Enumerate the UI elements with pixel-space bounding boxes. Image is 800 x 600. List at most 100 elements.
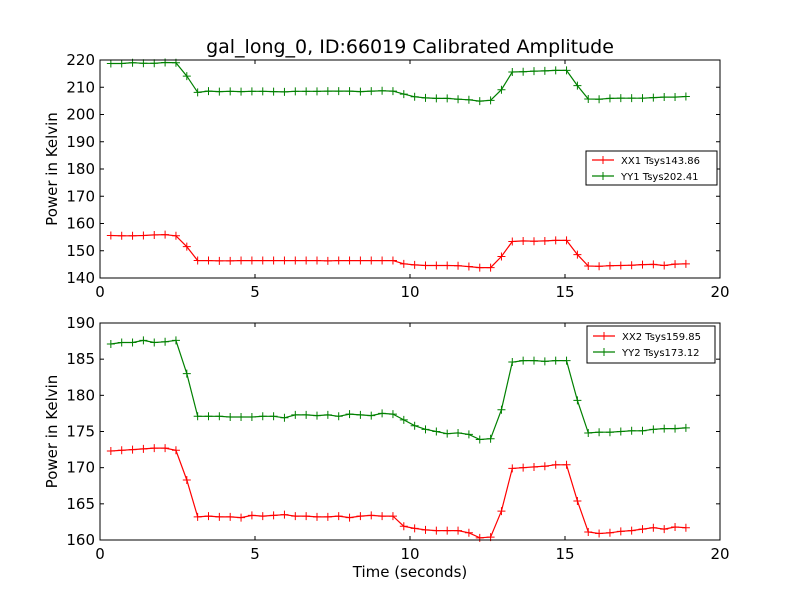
data-point-marker (323, 87, 332, 96)
data-point-marker (508, 237, 517, 246)
data-point-marker (302, 87, 311, 96)
data-point-marker (378, 512, 387, 521)
legend-box (585, 150, 718, 186)
legend-marker (599, 172, 607, 180)
data-point-marker (388, 256, 397, 265)
data-point-marker (530, 67, 538, 76)
data-point-marker (399, 259, 408, 268)
data-point-marker (584, 94, 593, 103)
legend-label: YY2 Tsys173.12 (621, 348, 700, 359)
data-point-marker (454, 428, 463, 437)
data-point-marker (128, 338, 137, 347)
data-point-marker (117, 338, 126, 347)
data-point-marker (681, 423, 690, 432)
data-point-marker (334, 512, 343, 521)
data-point-marker (345, 513, 354, 522)
data-point-marker (595, 529, 604, 538)
data-point-marker (106, 231, 115, 240)
data-point-marker (139, 444, 148, 453)
y-tick-label: 170 (66, 459, 95, 477)
y-tick-label: 160 (66, 215, 95, 233)
data-point-marker (313, 512, 321, 521)
data-point-marker (237, 413, 246, 422)
data-point-marker (399, 90, 408, 99)
data-point-marker (605, 528, 614, 537)
plot-panel-2: 0 5 10 15 20 160 165 170 175 180 185 190 Power in Ke… (43, 314, 730, 581)
data-point-marker (237, 256, 246, 265)
data-point-marker (399, 415, 408, 424)
data-point-marker (551, 356, 560, 365)
x-tick-label: 0 (95, 283, 105, 301)
data-point-marker (454, 261, 463, 270)
data-point-marker (280, 87, 289, 96)
data-point-marker (334, 412, 343, 421)
data-point-marker (671, 93, 680, 102)
data-point-marker (367, 87, 376, 96)
y-tick-label: 185 (66, 350, 95, 368)
data-point-marker (649, 93, 658, 102)
y-tick-label: 150 (66, 242, 95, 260)
data-point-marker (595, 95, 604, 104)
data-point-marker (443, 429, 452, 438)
y-tick-label: 190 (66, 133, 95, 151)
chart-title: gal_long_0, ID:66019 Calibrated Amplitud… (206, 36, 614, 58)
data-point-marker (649, 523, 658, 532)
x-tick-label: 15 (555, 283, 574, 301)
data-point-marker (464, 95, 473, 104)
data-point-marker (204, 256, 213, 265)
data-point-marker (280, 256, 289, 265)
data-point-marker (171, 446, 180, 455)
data-point-marker (660, 525, 669, 534)
data-point-marker (497, 405, 506, 414)
data-point-marker (150, 444, 159, 453)
data-point-marker (334, 256, 343, 265)
data-point-marker (530, 356, 538, 365)
data-point-marker (660, 261, 669, 270)
series-line-1-1 (110, 234, 686, 269)
data-point-marker (540, 66, 549, 75)
legend: XX1 Tsys143.86 YY1 Tsys202.41 (585, 150, 718, 186)
data-point-marker (443, 94, 452, 103)
data-point-marker (595, 428, 604, 437)
data-point-marker (378, 86, 387, 95)
data-point-marker (215, 412, 224, 421)
data-point-marker (421, 425, 430, 434)
y-tick-label: 220 (66, 51, 95, 69)
data-point-marker (464, 528, 473, 537)
data-point-marker (562, 236, 571, 245)
y-tick-label: 165 (66, 495, 95, 513)
y-tick-label: 140 (66, 269, 95, 287)
data-point-marker (497, 507, 506, 516)
data-point-marker (627, 261, 636, 270)
data-point-marker (313, 87, 321, 96)
data-point-marker (573, 496, 582, 505)
data-point-marker (204, 512, 213, 521)
data-point-marker (399, 522, 408, 531)
data-point-marker (226, 87, 235, 96)
data-point-marker (182, 72, 191, 81)
data-point-marker (497, 252, 506, 261)
data-point-marker (323, 410, 332, 419)
data-point-marker (540, 462, 549, 471)
data-point-marker (161, 337, 170, 346)
data-point-marker (193, 412, 202, 421)
x-tick-label: 10 (400, 283, 419, 301)
data-point-marker (345, 256, 354, 265)
data-point-marker (106, 447, 115, 456)
data-point-marker (226, 512, 235, 521)
data-point-marker (204, 412, 213, 421)
legend-marker (600, 332, 608, 340)
data-point-marker (161, 444, 170, 453)
x-tick-label: 20 (710, 545, 729, 563)
data-point-marker (595, 262, 604, 271)
legend-label: XX2 Tsys159.85 (622, 332, 701, 343)
data-point-marker (530, 462, 538, 471)
data-point-marker (551, 236, 560, 245)
data-point-marker (269, 412, 278, 421)
data-point-marker (519, 67, 528, 76)
data-point-marker (388, 87, 397, 96)
y-tick-label: 180 (66, 386, 95, 404)
data-point-marker (616, 527, 625, 536)
data-point-marker (681, 92, 690, 101)
data-point-marker (681, 523, 690, 532)
